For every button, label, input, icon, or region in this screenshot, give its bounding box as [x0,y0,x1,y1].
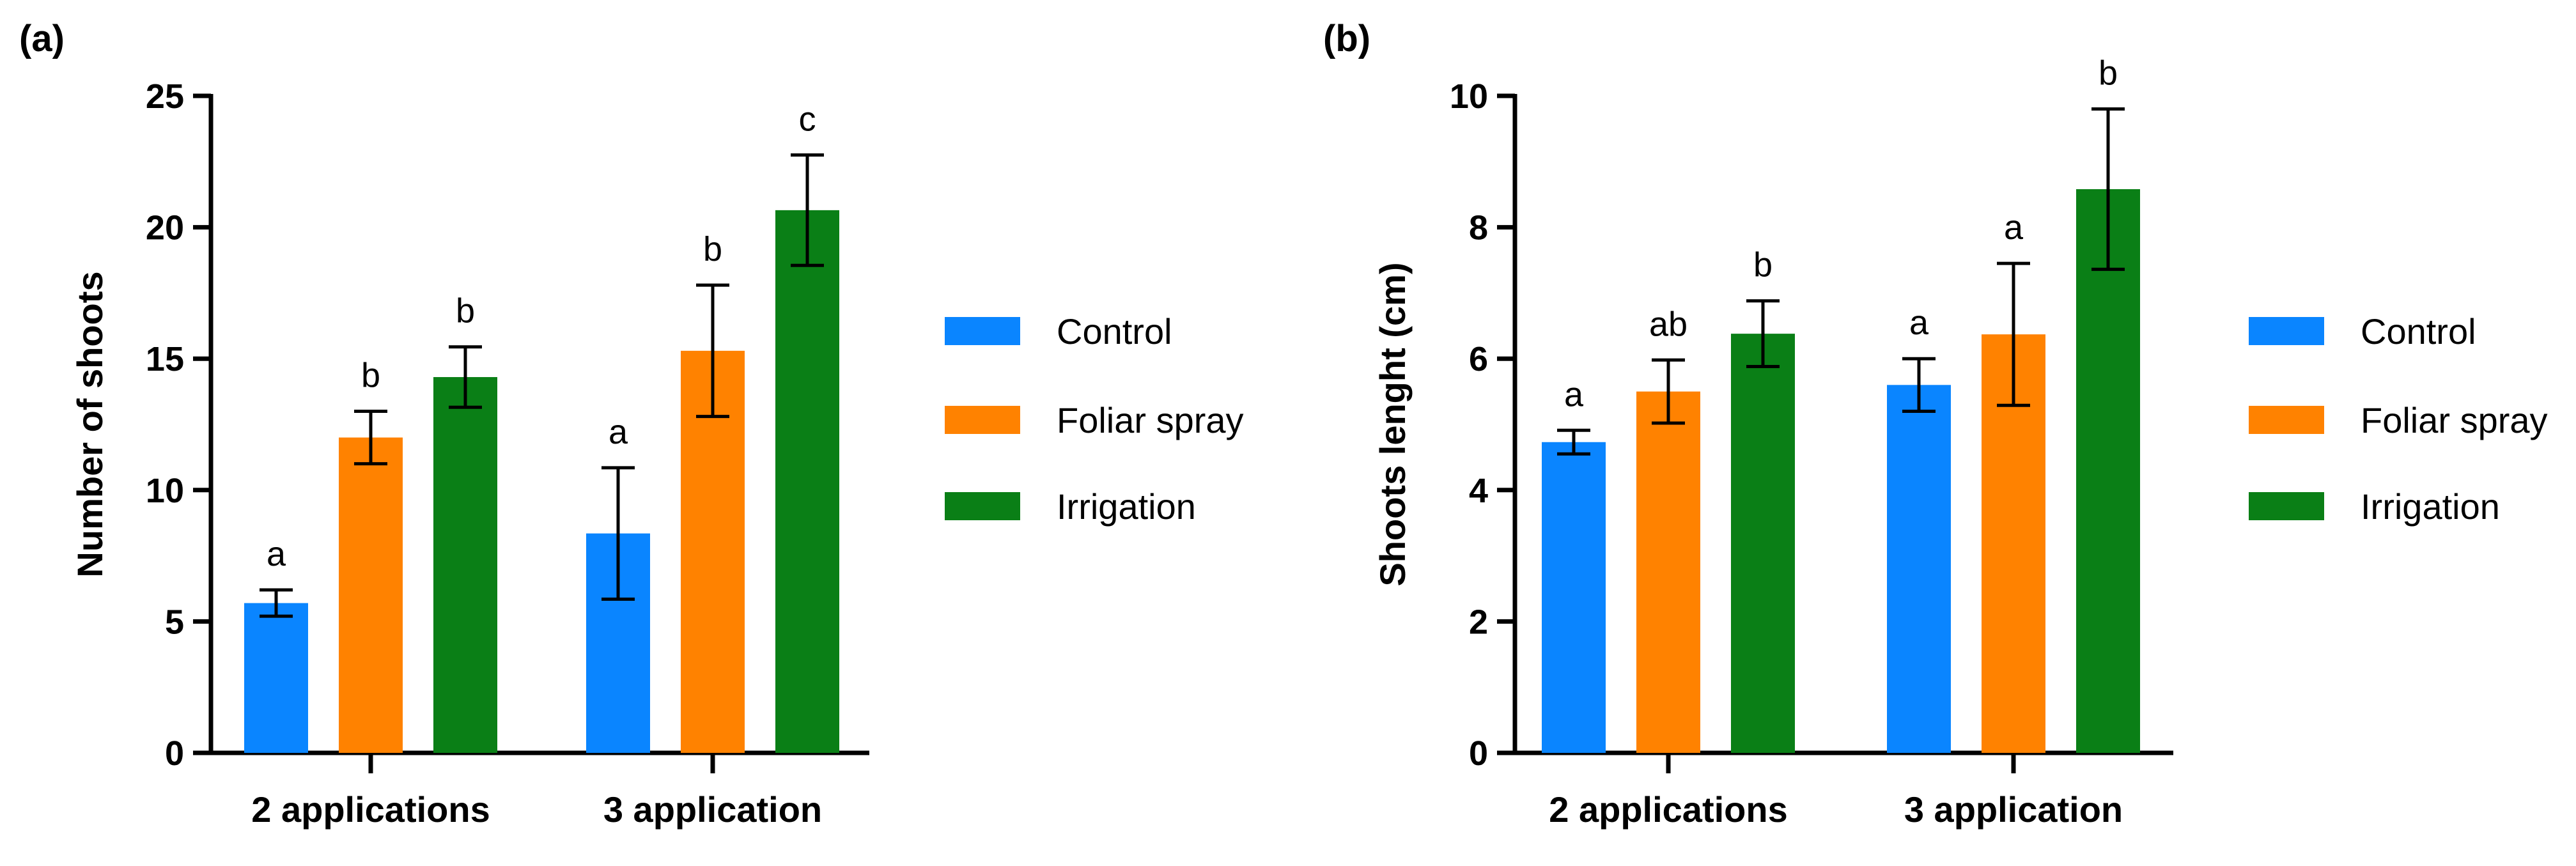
significance-letter: a [2004,208,2024,247]
x-tick-label: 2 applications [1549,789,1787,830]
significance-letter: c [799,100,816,139]
legend-label: Foliar spray [1057,400,1244,440]
panel-a: (a) Number of shoots 0 5 10 15 20 25 2 applicati… [19,18,1244,830]
x-tick-label: 3 application [603,789,822,830]
significance-letter: a [1909,304,1929,342]
x-tick-label: 3 application [1904,789,2123,830]
significance-letter: b [456,292,475,330]
y-tick-label: 6 [1469,340,1488,378]
legend-swatch [945,406,1020,434]
y-tick-label: 5 [165,603,184,641]
bar [433,376,497,753]
y-axis-title: Shoots lenght (cm) [1372,262,1413,586]
significance-letter: b [2099,54,2118,93]
y-tick-label: 0 [1469,734,1488,773]
legend-swatch [945,317,1020,345]
legend-swatch [2249,492,2324,520]
legend-label: Irrigation [1057,486,1196,527]
bar [244,603,308,753]
legend-label: Control [2361,311,2476,352]
significance-letter: a [1564,375,1584,414]
legend-swatch [945,492,1020,520]
legend-label: Irrigation [2361,486,2500,527]
significance-letter: b [703,230,722,268]
y-tick-label: 20 [146,209,184,247]
significance-letter: ab [1649,305,1688,343]
y-tick-label: 0 [165,734,184,773]
legend-label: Control [1057,311,1172,352]
panel-b: (b) Shoots lenght (cm) 0 2 4 6 8 10 2 applicatio… [1323,18,2548,830]
legend-swatch [2249,317,2324,345]
y-tick-label: 4 [1469,472,1488,510]
bar [775,210,839,753]
significance-letter: a [267,535,286,573]
significance-letter: b [1753,246,1773,284]
y-axis-title: Number of shoots [70,271,110,577]
significance-letter: b [361,356,380,394]
x-tick-label: 2 applications [251,789,490,830]
bar [1731,334,1795,753]
y-tick-label: 25 [146,77,184,116]
bar [1636,391,1700,753]
y-tick-label: 2 [1469,603,1488,641]
y-tick-label: 10 [146,472,184,510]
legend-label: Foliar spray [2361,400,2548,440]
bar [1887,385,1951,753]
panel-label: (a) [19,18,65,59]
y-tick-label: 15 [146,340,184,378]
legend-swatch [2249,406,2324,434]
bar [339,437,403,753]
y-tick-label: 10 [1450,77,1488,116]
panel-label: (b) [1323,18,1370,59]
y-tick-label: 8 [1469,209,1488,247]
bar [2076,189,2140,753]
significance-letter: a [609,413,628,451]
bar [1542,442,1606,753]
